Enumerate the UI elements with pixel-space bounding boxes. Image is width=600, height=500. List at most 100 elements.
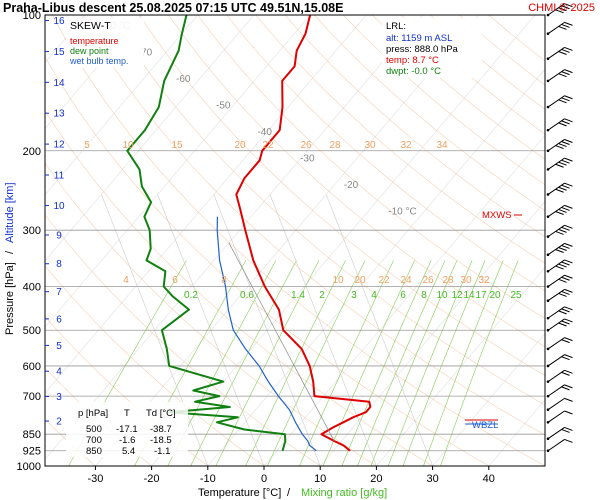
mixing-ratio-line	[370, 260, 458, 466]
wind-barb-dot	[546, 316, 550, 320]
table-cell: 500	[86, 424, 102, 435]
wind-barb-dot	[546, 235, 550, 238]
isotherm-line	[45, 15, 142, 130]
wind-barb	[546, 337, 573, 351]
isotherm-label: -60	[176, 74, 191, 85]
wind-barb-feather	[558, 7, 567, 12]
wind-barb-dot	[546, 128, 550, 132]
copyright: CHMI © 2025	[528, 2, 595, 14]
table-cell: -17.1	[116, 424, 138, 435]
table-cell: -1.1	[154, 446, 170, 457]
wind-barb	[546, 384, 573, 398]
wind-barb-feather	[561, 428, 570, 433]
table-cell: -1.6	[119, 435, 135, 446]
wind-barb-feather	[558, 186, 567, 191]
mixing-ratio-line	[267, 260, 366, 466]
y-axis-label-press: Pressure [hPa]	[4, 262, 16, 335]
isotherm-line	[207, 68, 545, 466]
mxws-label: MXWS	[482, 210, 512, 221]
wind-barb-feather	[564, 69, 573, 74]
isotherm-line	[151, 15, 536, 466]
wind-barb-feather	[561, 386, 570, 391]
wind-barb-feather	[561, 184, 570, 189]
wind-barb	[546, 318, 573, 332]
plot-frame	[44, 14, 546, 467]
x-tick-label: 20	[370, 473, 382, 485]
mixing-ratio-label: 6	[400, 290, 406, 301]
axis-ticks: -30 -20 -10 0 10 20 30 401002003004005006007008…	[17, 10, 522, 485]
x-axis-label-mix: Mixing ratio [g/kg]	[301, 487, 387, 499]
wind-barb	[546, 426, 573, 441]
wind-barb-feather	[561, 206, 570, 211]
mixing-ratio-line	[423, 260, 504, 466]
wind-barb-feather	[564, 95, 573, 100]
altitude-label: 9	[56, 231, 62, 242]
altitude-label: 4	[56, 367, 62, 378]
x-tick-label: 30	[426, 473, 438, 485]
legend-temperature: temperature	[70, 36, 119, 46]
legend-heading: SKEW-T	[70, 20, 111, 32]
wind-barb-feather	[558, 263, 567, 268]
wind-barb	[546, 157, 573, 171]
mixing-ratio-label: 1.4	[291, 290, 305, 301]
altitude-label: 5	[56, 341, 62, 352]
wind-barb-feather	[558, 99, 567, 104]
wind-barb-feather	[564, 337, 573, 342]
isotherm-label-orange: 26	[300, 140, 312, 151]
table-cell: 700	[86, 435, 102, 446]
dry-adiabat	[139, 15, 545, 376]
isotherm-label: -70	[138, 48, 153, 59]
wind-barb-feather	[558, 278, 567, 283]
mixing-ratio-label: 2	[319, 290, 325, 301]
isotherm-label-orange: 10	[122, 140, 134, 151]
wind-barb	[546, 242, 573, 256]
wind-barb	[546, 259, 573, 273]
wind-barb-dot	[546, 364, 550, 368]
mixing-ratio-line	[440, 260, 519, 466]
wind-barb-feather	[561, 23, 570, 28]
wind-barb-feather	[561, 71, 570, 76]
y-tick-label: 100	[23, 10, 41, 22]
wind-barb-feather	[564, 118, 573, 123]
wind-barb-feather	[564, 259, 573, 264]
mixing-ratio-label: 14	[463, 290, 475, 301]
wind-barb-feather	[564, 224, 573, 229]
dry-adiabat	[284, 15, 545, 238]
altitude-label: 15	[53, 47, 65, 58]
isotherm-label-orange: 32	[400, 140, 412, 151]
y-tick-label: 925	[23, 446, 41, 458]
isotherm-label-orange: 20	[354, 275, 366, 286]
wind-barb-dot	[546, 79, 550, 83]
y-tick-label: 400	[23, 282, 41, 294]
wind-barb-feather	[555, 265, 564, 270]
altitude-label: 7	[56, 287, 62, 298]
wind-barb	[546, 397, 573, 411]
wind-barb-feather	[558, 292, 567, 297]
wind-barb-dot	[546, 328, 550, 332]
wind-barbs	[546, 3, 573, 453]
wind-barb-dot	[546, 380, 550, 383]
wind-barb-feather	[558, 322, 567, 327]
wind-barb-feather	[558, 51, 567, 55]
isotherm-line	[95, 15, 480, 466]
wind-barb	[546, 95, 573, 109]
isotherm-label-orange: 4	[123, 275, 129, 286]
x-axis-label-sep: /	[287, 487, 291, 499]
altitude-label: 8	[56, 259, 62, 270]
mixing-ratio-label: 8	[421, 290, 427, 301]
mixing-ratio-line	[402, 260, 486, 466]
wind-barb-dot	[546, 449, 550, 453]
altitude-label: 12	[53, 140, 65, 151]
wind-barb-feather	[564, 274, 573, 279]
wind-barb-dot	[546, 253, 550, 256]
wind-barb-feather	[558, 310, 567, 315]
lrl-heading: LRL:	[386, 21, 406, 32]
wind-barb-feather	[564, 3, 573, 8]
y-axis-label-sep: /	[4, 250, 16, 254]
x-tick-label: 0	[261, 473, 267, 485]
profiles	[126, 15, 372, 452]
wind-barb-feather	[561, 48, 570, 53]
dry-adiabat	[226, 15, 545, 292]
wind-barb-dot	[546, 299, 550, 302]
